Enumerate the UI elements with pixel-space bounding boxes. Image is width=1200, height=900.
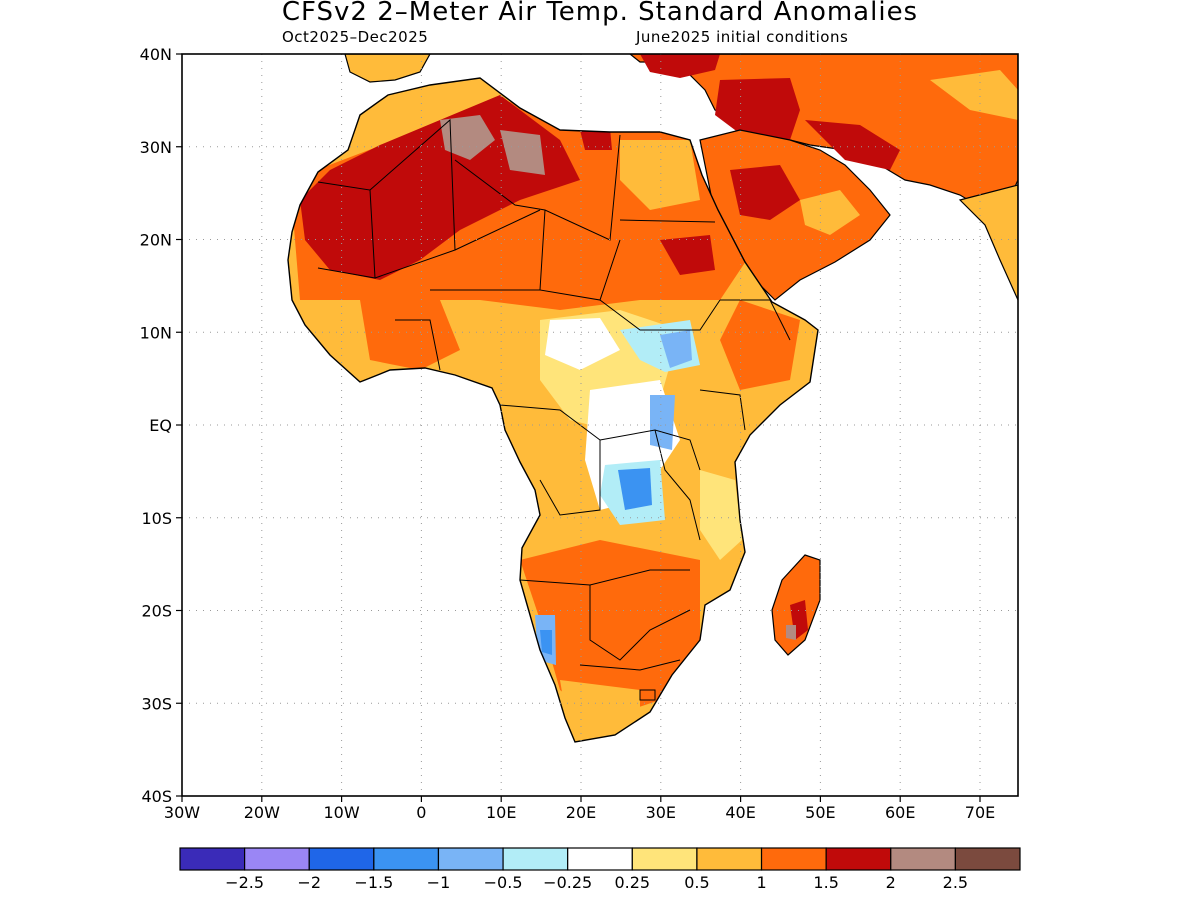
colorbar-swatch — [502, 847, 569, 871]
colorbar-swatch — [373, 847, 440, 871]
lon-tick-label: 50E — [805, 803, 835, 822]
lon-tick-label: 10E — [486, 803, 516, 822]
map-gridlines — [182, 54, 1018, 796]
lon-tick-label: 60E — [885, 803, 915, 822]
lat-tick-label: 30N — [140, 138, 172, 157]
colorbar-swatch — [567, 847, 633, 871]
colorbar-swatch — [825, 847, 892, 871]
lon-tick-label: 30E — [646, 803, 676, 822]
colorbar-label: 0.5 — [684, 873, 709, 892]
colorbar-label: −0.5 — [484, 873, 523, 892]
lat-tick-label: 10S — [141, 509, 172, 528]
lon-tick-label: 20E — [566, 803, 596, 822]
lat-tick-label: 40S — [141, 787, 172, 806]
colorbar-swatch — [696, 847, 763, 871]
lon-tick-label: 0 — [416, 803, 426, 822]
colorbar-swatch — [244, 847, 310, 871]
colorbar-label: −2.5 — [225, 873, 264, 892]
lat-tick-label: 20N — [140, 231, 172, 250]
colorbar-swatch — [179, 847, 246, 871]
lat-tick-label: 20S — [141, 602, 172, 621]
lon-tick-label: 20W — [244, 803, 280, 822]
latitude-axis: 40N 30N 20N 10N EQ 10S 20S 30S 40S — [140, 45, 182, 806]
africa-coastline — [287, 77, 819, 743]
initial-conditions: June2025 initial conditions — [636, 28, 849, 46]
country-borders — [317, 118, 791, 701]
colorbar-swatch — [760, 847, 827, 871]
longitude-axis: 30W 20W 10W 0 10E 20E 30E 40E 50E 60E 70E — [164, 796, 995, 822]
colorbar-swatch — [631, 847, 698, 871]
colorbar-label: 1 — [756, 873, 766, 892]
colorbar-label: 2.5 — [943, 873, 968, 892]
lon-tick-label: 70E — [965, 803, 995, 822]
lat-tick-label: 40N — [140, 45, 172, 64]
colorbar-label: −0.25 — [543, 873, 592, 892]
colorbar-label: −1 — [427, 873, 451, 892]
lat-tick-label: EQ — [149, 416, 172, 435]
colorbar-swatch — [890, 847, 956, 871]
lon-tick-label: 10W — [324, 803, 360, 822]
colorbar-swatch — [437, 847, 504, 871]
lat-tick-label: 30S — [141, 694, 172, 713]
colorbar-swatch — [954, 847, 1021, 871]
lon-tick-label: 40E — [725, 803, 755, 822]
colorbar-label: −2 — [297, 873, 321, 892]
northern-land-layer — [344, 54, 1018, 301]
colorbar-labels: −2.5 −2 −1.5 −1 −0.5 −0.25 0.25 0.5 1 1.5 2 2.5 — [225, 873, 968, 892]
forecast-period: Oct2025–Dec2025 — [282, 28, 429, 46]
colorbar-label: 0.25 — [614, 873, 650, 892]
lat-tick-label: 10N — [140, 323, 172, 342]
madagascar — [771, 554, 821, 656]
colorbar — [179, 847, 1021, 871]
map-title: CFSv2 2–Meter Air Temp. Standard Anomali… — [281, 0, 919, 27]
colorbar-label: −1.5 — [354, 873, 393, 892]
colorbar-swatch — [308, 847, 375, 871]
colorbar-label: 2 — [886, 873, 896, 892]
lon-tick-label: 30W — [164, 803, 200, 822]
colorbar-label: 1.5 — [813, 873, 838, 892]
